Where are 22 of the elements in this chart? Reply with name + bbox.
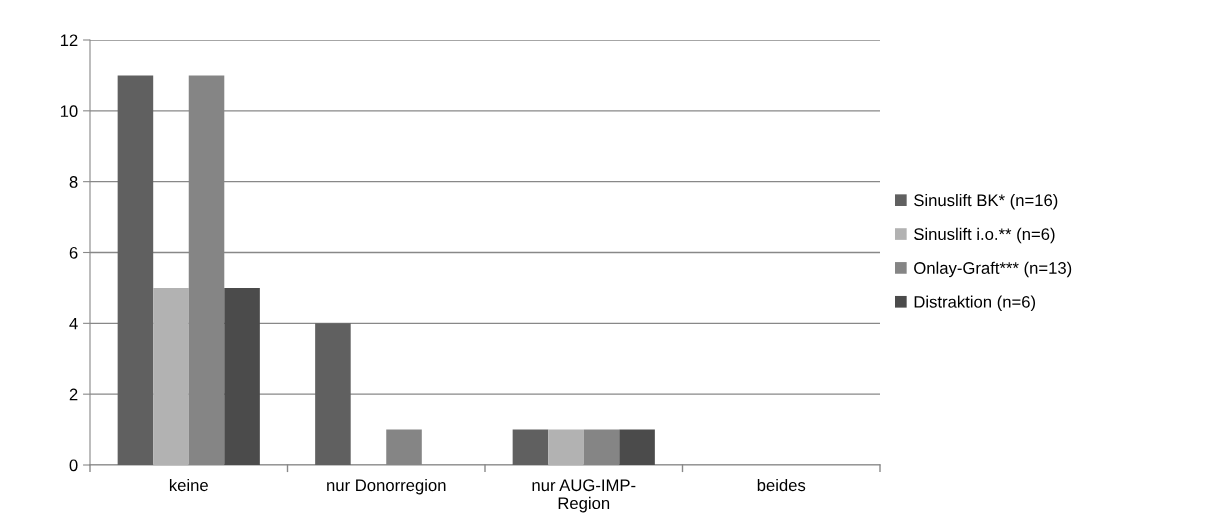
- x-tick-label: keine: [169, 478, 208, 492]
- bar: [619, 429, 655, 465]
- x-tick-label: beides: [757, 478, 806, 492]
- y-tick-label: 10: [60, 105, 78, 118]
- bar: [512, 429, 549, 465]
- y-tick-label: 0: [69, 459, 78, 472]
- legend-label: Distraktion (n=6): [914, 295, 1036, 312]
- y-tick-label: 6: [69, 246, 78, 259]
- legend-label: Sinuslift BK* (n=16): [914, 193, 1058, 210]
- bar: [315, 323, 351, 465]
- y-tick-label: 12: [60, 34, 78, 47]
- y-tick-label: 8: [69, 176, 78, 188]
- bar: [224, 287, 260, 465]
- x-tick-label: nur Donorregion: [327, 478, 446, 495]
- legend-label: Sinuslift i.o.** (n=6): [914, 227, 1055, 244]
- y-tick-label: 2: [69, 388, 78, 401]
- legend-label: Onlay-Graft*** (n=13): [914, 261, 1072, 278]
- bar: [153, 287, 189, 465]
- y-tick-label: 4: [69, 317, 78, 330]
- x-tick-label: nur AUG-IMP- Region: [532, 479, 636, 513]
- bar: [548, 429, 584, 465]
- bar: [117, 75, 154, 465]
